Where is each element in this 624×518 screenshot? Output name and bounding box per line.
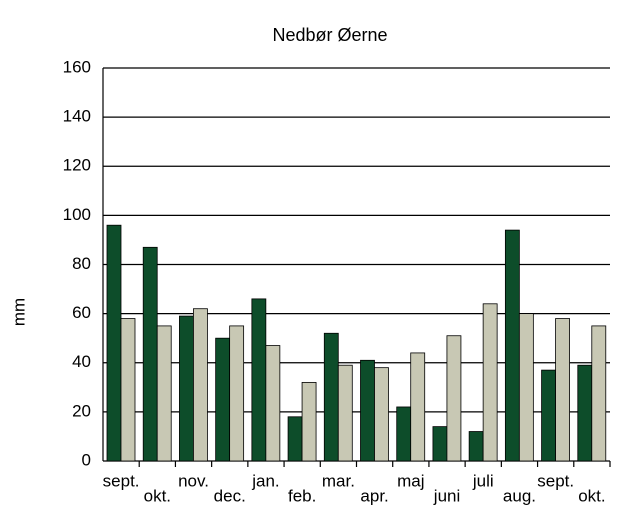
bar — [468, 431, 484, 462]
bar — [193, 308, 208, 462]
bar — [251, 298, 267, 462]
bar — [106, 224, 122, 462]
bar — [142, 246, 158, 462]
bar — [555, 318, 570, 462]
bar — [410, 352, 426, 462]
bar — [541, 369, 556, 462]
y-tick-label: 40 — [72, 352, 91, 371]
bar — [215, 337, 231, 462]
y-tick-label: 160 — [63, 57, 91, 76]
bar — [374, 367, 389, 462]
x-tick-label: sept. — [103, 471, 140, 490]
bar — [432, 426, 448, 462]
x-tick-label: okt. — [578, 486, 605, 505]
x-tick-label: juli — [472, 471, 494, 490]
x-tick-label: nov. — [178, 471, 209, 490]
y-tick-label: 140 — [63, 107, 91, 126]
bar — [396, 406, 412, 462]
x-tick-label: aug. — [503, 486, 536, 505]
y-tick-label: 20 — [72, 401, 91, 420]
x-tick-label: feb. — [288, 486, 316, 505]
x-tick-label: mar. — [322, 471, 355, 490]
x-tick-label: apr. — [360, 486, 388, 505]
x-tick-label: okt. — [144, 486, 171, 505]
bar — [156, 325, 172, 462]
bar — [229, 325, 245, 462]
bar — [301, 381, 317, 462]
x-tick-label: dec. — [214, 486, 246, 505]
y-tick-label: 80 — [72, 254, 91, 273]
y-tick-label: 100 — [63, 205, 91, 224]
bar — [265, 345, 281, 462]
x-tick-label: juni — [433, 486, 460, 505]
chart-title: Nedbør Øerne — [272, 25, 387, 45]
y-axis-label: mm — [9, 298, 28, 326]
bar — [482, 303, 498, 462]
bar — [179, 315, 194, 462]
x-tick-label: jan. — [251, 471, 279, 490]
bar — [577, 364, 593, 462]
y-tick-label: 120 — [63, 156, 91, 175]
bar — [518, 313, 534, 462]
bar — [120, 318, 136, 462]
bar — [504, 229, 520, 462]
bar — [446, 335, 462, 462]
bar — [591, 325, 607, 462]
bar — [287, 416, 303, 462]
y-tick-label: 60 — [72, 303, 91, 322]
bar — [337, 364, 353, 462]
bar — [323, 332, 339, 462]
x-tick-label: sept. — [537, 471, 574, 490]
y-tick-label: 0 — [82, 450, 91, 469]
bar — [360, 359, 375, 462]
x-tick-label: maj — [397, 471, 424, 490]
